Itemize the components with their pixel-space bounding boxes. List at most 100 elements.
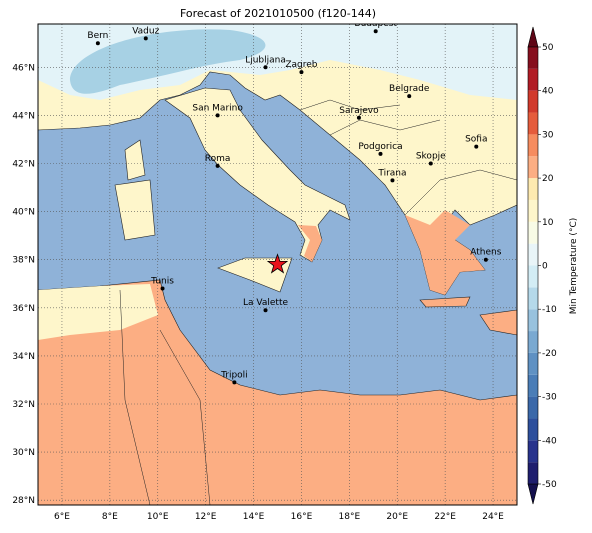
lon-tick-label: 22°E <box>434 512 456 522</box>
city-dot <box>378 151 383 156</box>
alps-cold <box>70 29 266 94</box>
lon-tick-label: 16°E <box>291 512 313 522</box>
colorbar-tick-label: 10 <box>542 218 554 228</box>
italy <box>164 87 351 263</box>
turkey-coast <box>479 309 517 336</box>
lon-tick-label: 20°E <box>386 512 408 522</box>
city-label: Ljubljana <box>245 55 286 65</box>
city-label: Bern <box>87 31 108 41</box>
title: Forecast of 2021010500 (f120-144) <box>180 7 376 20</box>
colorbar-tick-label: -20 <box>542 349 557 359</box>
colorbar-band <box>528 47 538 69</box>
lat-tick-label: 34°N <box>12 352 35 362</box>
corsica <box>124 139 146 181</box>
city-label: Tirana <box>377 168 406 178</box>
colorbar-band <box>528 221 538 244</box>
lat-tick-label: 28°N <box>12 496 35 506</box>
africa-cool <box>38 284 158 340</box>
lon-tick-label: 14°E <box>243 512 265 522</box>
colorbar-band <box>528 156 538 179</box>
colorbar-band <box>528 309 538 332</box>
colorbar: -50 -40 -30 -20 -10 0 10 20 30 40 50 <box>527 26 557 505</box>
city-label: Sofia <box>465 135 487 145</box>
city-label: Podgorica <box>358 142 402 152</box>
graticule <box>38 24 517 505</box>
colorbar-tick-label: 30 <box>542 130 554 140</box>
cities: Bern Vaduz Budapest Ljubljana Zagreb Belgrade… <box>87 19 502 385</box>
colorbar-band <box>528 352 538 375</box>
colorbar-label: Min Temperature (°C) <box>569 218 579 315</box>
borders <box>119 99 517 505</box>
colorbar-band <box>528 90 538 113</box>
lat-tick-label: 44°N <box>12 111 35 121</box>
city-dot <box>160 286 165 291</box>
colorbar-band <box>528 199 538 222</box>
colorbar-band <box>528 287 538 310</box>
city-dot <box>428 161 433 166</box>
city-dot <box>95 41 100 46</box>
city-label: Vaduz <box>132 26 159 36</box>
lat-tick-label: 46°N <box>12 63 35 73</box>
city-dot <box>373 29 378 34</box>
city-dot <box>474 144 479 149</box>
lat-tick-label: 32°N <box>12 400 35 410</box>
sardinia <box>114 179 156 241</box>
lon-tick-label: 8°E <box>102 512 118 522</box>
europe <box>38 24 517 296</box>
colorbar-band <box>528 418 538 441</box>
city-label: Tunis <box>150 277 174 287</box>
city-dot <box>263 65 268 70</box>
map-frame <box>37 23 518 506</box>
colorbar-extend-min <box>527 483 539 505</box>
lat-tick-label: 42°N <box>12 159 35 169</box>
colorbar-band <box>528 331 538 353</box>
colorbar-tick-label: -50 <box>542 480 557 490</box>
lat-tick-label: 40°N <box>12 208 35 218</box>
map-ticks: 6°E 8°E 10°E 12°E 14°E 16°E 18°E 20°E 22°E 24°E 28… <box>12 63 504 522</box>
city-label: Roma <box>205 154 231 164</box>
lat-tick-label: 30°N <box>12 448 35 458</box>
city-dot <box>143 36 148 41</box>
city-label: Athens <box>470 248 501 258</box>
city-label: Budapest <box>354 19 397 29</box>
colorbar-band <box>528 243 538 266</box>
city-dot <box>483 257 488 262</box>
colorbar-band <box>528 134 538 157</box>
city-dot <box>407 94 412 99</box>
colorbar-extend-max <box>527 26 539 48</box>
colorbar-band <box>528 265 538 288</box>
colorbar-band <box>528 374 538 397</box>
city-label: Tripoli <box>220 370 248 380</box>
map: Bern Vaduz Budapest Ljubljana Zagreb Belgrade… <box>38 19 517 505</box>
city-dot <box>299 70 304 75</box>
city-label: Sarajevo <box>339 106 379 116</box>
calabria-warm <box>298 225 322 262</box>
colorbar-tick-label: 40 <box>542 87 554 97</box>
lon-tick-label: 12°E <box>195 512 217 522</box>
city-dot <box>232 380 237 385</box>
lon-tick-label: 10°E <box>147 512 169 522</box>
city-dot <box>263 308 268 313</box>
city-dot <box>356 115 361 120</box>
colorbar-tick-label: -10 <box>542 305 557 315</box>
city-label: Skopje <box>416 151 446 161</box>
city-label: La Valette <box>243 298 288 308</box>
colorbar-band <box>528 68 538 91</box>
crete <box>419 296 471 308</box>
lon-tick-label: 6°E <box>54 512 70 522</box>
city-dot <box>390 178 395 183</box>
colorbar-band <box>528 440 538 463</box>
colorbar-tick-label: 0 <box>542 262 548 272</box>
city-label: Zagreb <box>285 60 317 70</box>
lon-tick-label: 24°E <box>482 512 504 522</box>
lat-tick-label: 36°N <box>12 304 35 314</box>
colorbar-tick-label: -40 <box>542 436 557 446</box>
colorbar-band <box>528 462 538 484</box>
city-label: Belgrade <box>389 84 430 94</box>
colorbar-tick-label: -30 <box>542 393 557 403</box>
lon-tick-label: 18°E <box>339 512 361 522</box>
city-label: San Marino <box>192 103 243 113</box>
city-dot <box>215 113 220 118</box>
colorbar-tick-label: 50 <box>542 43 554 53</box>
